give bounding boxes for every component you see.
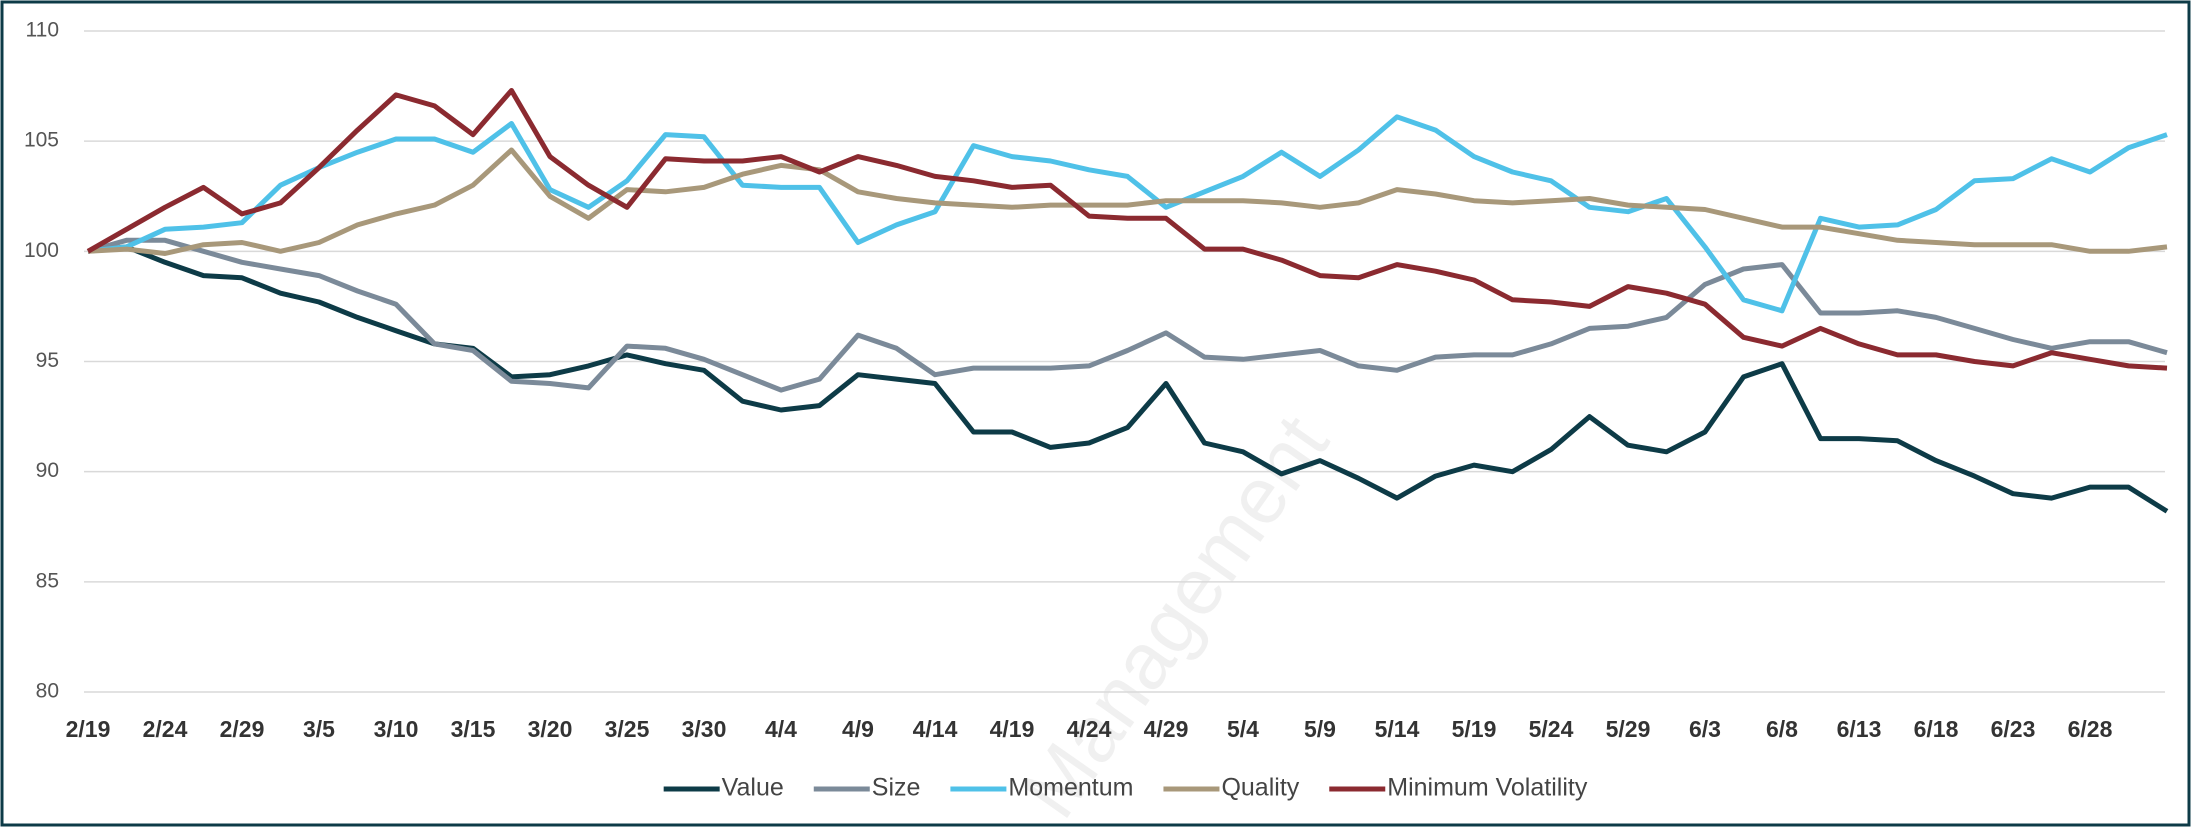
x-tick-label: 6/13 <box>1837 716 1882 742</box>
x-tick-label: 5/19 <box>1452 716 1497 742</box>
x-tick-label: 6/3 <box>1689 716 1721 742</box>
x-tick-label: 6/23 <box>1991 716 2036 742</box>
legend-label: Size <box>872 774 921 802</box>
x-tick-label: 6/28 <box>2068 716 2113 742</box>
x-tick-label: 2/29 <box>220 716 265 742</box>
y-tick-label: 105 <box>24 129 59 152</box>
y-tick-label: 110 <box>26 19 59 42</box>
x-tick-label: 4/19 <box>990 716 1035 742</box>
y-tick-label: 80 <box>36 680 59 703</box>
x-tick-label: 4/24 <box>1067 716 1112 742</box>
x-tick-label: 5/14 <box>1375 716 1420 742</box>
series-line <box>86 88 2168 371</box>
legend-label: Momentum <box>1008 774 1133 802</box>
x-tick-label: 3/25 <box>605 716 650 742</box>
x-tick-label: 3/15 <box>451 716 496 742</box>
series-line <box>87 147 2168 256</box>
x-tick-label: 3/10 <box>374 716 419 742</box>
y-tick-label: 95 <box>36 349 59 372</box>
x-tick-label: 3/20 <box>528 716 573 742</box>
x-tick-label: 5/4 <box>1227 716 1259 742</box>
series-line <box>87 114 2168 314</box>
x-tick-label: 3/5 <box>303 716 335 742</box>
x-tick-label: 4/29 <box>1144 716 1189 742</box>
y-tick-label: 100 <box>24 239 59 262</box>
x-tick-label: 3/30 <box>682 716 727 742</box>
x-tick-label: 5/29 <box>1606 716 1651 742</box>
x-tick-label: 6/18 <box>1914 716 1959 742</box>
y-tick-label: 85 <box>36 569 59 592</box>
x-tick-label: 6/8 <box>1766 716 1798 742</box>
series-line <box>87 237 2168 393</box>
legend-label: Value <box>722 774 784 802</box>
x-tick-label: 4/4 <box>765 716 797 742</box>
x-tick-label: 2/24 <box>143 716 188 742</box>
legend-label: Minimum Volatility <box>1387 774 1588 802</box>
x-tick-label: 5/24 <box>1529 716 1574 742</box>
x-tick-label: 4/9 <box>842 716 874 742</box>
y-tick-label: 90 <box>36 459 59 482</box>
x-tick-label: 2/19 <box>66 716 111 742</box>
x-tick-label: 4/14 <box>913 716 958 742</box>
legend-label: Quality <box>1221 774 1299 802</box>
x-tick-label: 5/9 <box>1304 716 1336 742</box>
